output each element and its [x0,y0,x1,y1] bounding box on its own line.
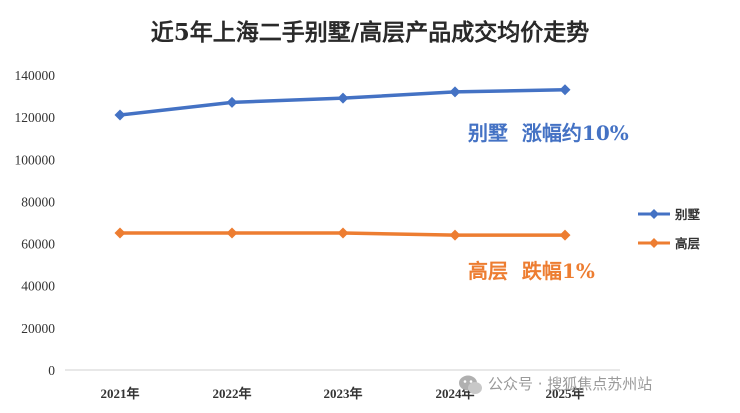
legend-item: 别墅 [638,207,701,222]
x-tick-label: 2022年 [212,386,251,401]
data-point [559,229,571,241]
data-point [114,227,126,239]
x-tick-label: 2021年 [100,386,139,401]
data-point [114,109,126,121]
watermark: 公众号 · 搜狐焦点苏州站 [459,375,652,394]
legend-marker [649,238,659,248]
chart-title: 近5年上海二手别墅/高层产品成交均价走势 [151,19,589,46]
annotation-highrise-decrease: 高层 跌幅1% [468,259,595,283]
y-tick-label: 0 [48,363,55,378]
y-tick-label: 40000 [21,279,55,294]
data-point [226,96,238,108]
legend-label: 别墅 [674,207,701,222]
y-tick-label: 120000 [15,110,56,125]
data-point [449,86,461,98]
y-tick-label: 100000 [15,152,56,167]
legend-label: 高层 [675,236,701,251]
watermark-text: 公众号 · 搜狐焦点苏州站 [488,375,652,393]
series-highrise [114,227,571,241]
x-tick-label: 2025年 [545,386,584,401]
x-tick-label: 2023年 [323,386,362,401]
y-tick-label: 140000 [15,68,56,83]
data-point [559,84,571,96]
y-tick-label: 20000 [21,321,55,336]
legend-item: 高层 [638,236,701,251]
legend-marker [649,209,659,219]
wechat-icon [459,375,482,394]
data-point [226,227,238,239]
data-point [449,229,461,241]
series-villa [114,84,571,121]
data-point [337,92,349,104]
y-tick-label: 80000 [21,194,55,209]
data-point [337,227,349,239]
annotation-villa-increase: 别墅 涨幅约10% [467,121,629,145]
y-tick-label: 60000 [21,237,55,252]
